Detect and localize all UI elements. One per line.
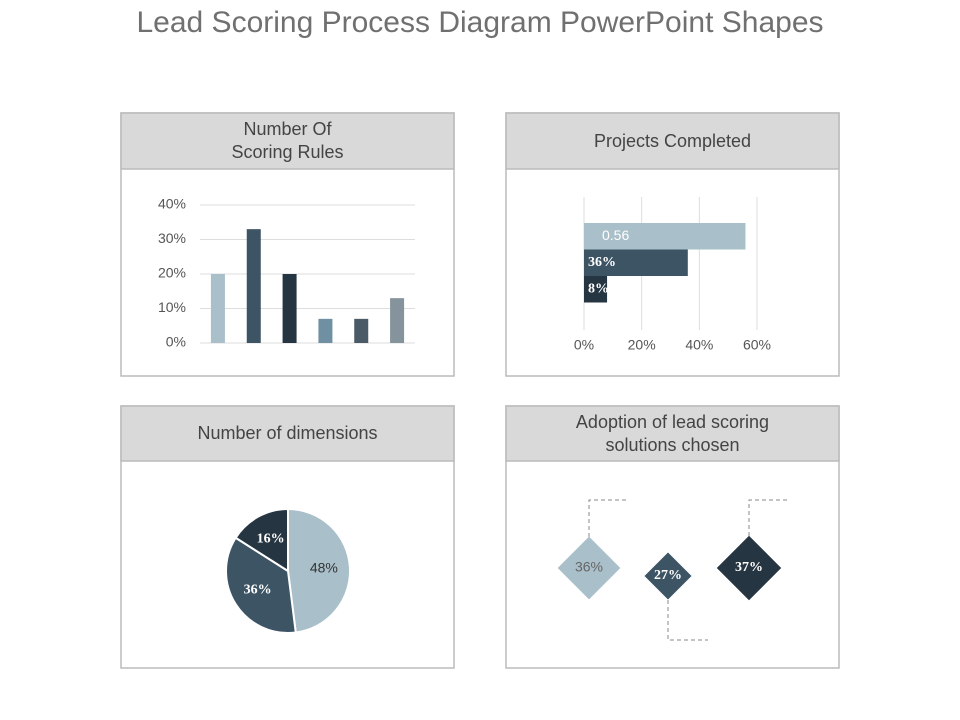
bar bbox=[318, 318, 333, 343]
value-label: 0.56 bbox=[602, 227, 629, 243]
x-tick-label: 0% bbox=[574, 337, 594, 353]
value-label: 16% bbox=[257, 532, 285, 547]
panel-header bbox=[505, 405, 840, 462]
value-label: 8% bbox=[588, 281, 609, 296]
connector bbox=[667, 600, 708, 641]
bar bbox=[390, 298, 405, 343]
value-label: 48% bbox=[310, 559, 338, 575]
value-label: 37% bbox=[735, 560, 763, 575]
panel-title: Adoption of lead scoring solutions chose… bbox=[575, 411, 770, 455]
panel-title: Number Of Scoring Rules bbox=[231, 119, 344, 162]
panel-header bbox=[505, 112, 840, 170]
y-tick-label: 30% bbox=[158, 230, 186, 246]
x-tick-label: 60% bbox=[743, 337, 771, 353]
bar bbox=[584, 249, 688, 276]
bar bbox=[246, 229, 261, 343]
value-label: 27% bbox=[654, 568, 682, 583]
y-tick-label: 40% bbox=[158, 196, 186, 212]
panel-title: Number of dimensions bbox=[197, 423, 378, 443]
panel-title: Projects Completed bbox=[593, 130, 752, 151]
panel-header bbox=[120, 112, 455, 170]
diamond bbox=[716, 535, 782, 601]
diamond bbox=[644, 552, 692, 600]
pie-slice bbox=[287, 507, 351, 634]
value-label: 36% bbox=[588, 255, 616, 270]
connector bbox=[748, 499, 788, 536]
connectors bbox=[588, 499, 788, 641]
pie-slice bbox=[225, 536, 297, 634]
y-tick-label: 20% bbox=[158, 265, 186, 281]
bar bbox=[354, 318, 369, 343]
panel-header bbox=[120, 405, 455, 462]
bar bbox=[210, 274, 225, 343]
slide-title: Lead Scoring Process Diagram PowerPoint … bbox=[136, 6, 824, 39]
x-tick-label: 40% bbox=[685, 337, 713, 353]
bar bbox=[282, 274, 297, 343]
x-tick-label: 20% bbox=[628, 337, 656, 353]
bar bbox=[584, 223, 746, 250]
diamond bbox=[557, 536, 621, 600]
connector bbox=[588, 499, 628, 537]
value-label: 36% bbox=[244, 582, 272, 597]
pie-slice bbox=[234, 507, 289, 573]
value-label: 36% bbox=[575, 559, 603, 575]
bar bbox=[584, 276, 608, 303]
y-tick-label: 10% bbox=[158, 299, 186, 315]
y-tick-label: 0% bbox=[166, 334, 186, 350]
panel-headers bbox=[120, 112, 840, 462]
